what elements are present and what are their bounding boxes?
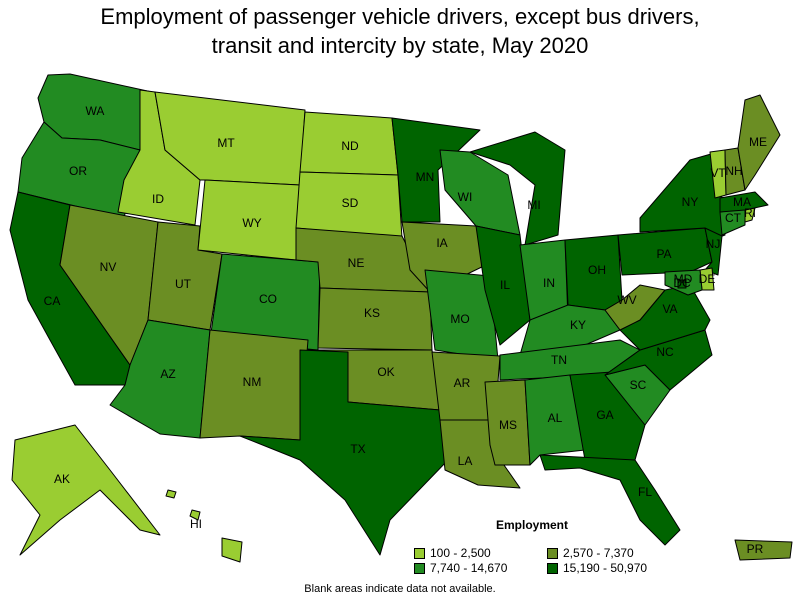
- state-label-id: ID: [152, 192, 164, 206]
- state-label-pa: PA: [656, 247, 671, 261]
- legend-item-4: 15,190 - 50,970: [547, 561, 647, 575]
- state-label-az: AZ: [160, 367, 175, 381]
- state-label-ma: MA: [733, 195, 751, 209]
- state-pr[interactable]: [734, 539, 793, 561]
- state-tx[interactable]: [239, 349, 449, 556]
- state-label-hi: HI: [190, 517, 202, 531]
- state-label-nc: NC: [656, 345, 674, 359]
- state-label-md: MD: [674, 272, 693, 286]
- state-hi[interactable]: [165, 489, 243, 563]
- state-label-wi: WI: [458, 190, 473, 204]
- state-label-ky: KY: [570, 318, 586, 332]
- state-label-il: IL: [500, 278, 510, 292]
- state-label-va: VA: [662, 302, 677, 316]
- state-label-nh: NH: [725, 164, 742, 178]
- state-ma[interactable]: [719, 191, 769, 213]
- legend-swatch-3: [414, 562, 425, 574]
- state-label-ut: UT: [175, 277, 192, 291]
- state-al[interactable]: [524, 374, 586, 466]
- state-label-wv: WV: [617, 293, 636, 307]
- state-label-ar: AR: [454, 376, 471, 390]
- state-label-ks: KS: [364, 306, 380, 320]
- state-label-tx: TX: [350, 442, 365, 456]
- state-label-oh: OH: [588, 263, 606, 277]
- state-label-ok: OK: [377, 365, 394, 379]
- state-label-dc: DC: [673, 276, 691, 290]
- state-label-ga: GA: [596, 408, 613, 422]
- legend-item-1: 100 - 2,500: [414, 546, 491, 560]
- state-label-al: AL: [548, 411, 563, 425]
- state-label-ny: NY: [682, 195, 699, 209]
- state-ms[interactable]: [484, 379, 531, 466]
- legend-label-2: 2,570 - 7,370: [563, 546, 634, 560]
- legend-item-2: 2,570 - 7,370: [547, 546, 634, 560]
- state-label-pr: PR: [747, 542, 764, 556]
- state-label-mi: MI: [527, 198, 540, 212]
- legend-label-3: 7,740 - 14,670: [430, 561, 508, 575]
- state-dc[interactable]: [677, 279, 687, 289]
- title-line-1: Employment of passenger vehicle drivers,…: [100, 4, 700, 29]
- legend-item-3: 7,740 - 14,670: [414, 561, 507, 575]
- state-label-fl: FL: [638, 485, 652, 499]
- state-ak[interactable]: [11, 424, 161, 556]
- state-mn[interactable]: [391, 117, 481, 223]
- state-fl[interactable]: [539, 454, 681, 546]
- legend-swatch-1: [414, 547, 425, 559]
- state-label-wa: WA: [86, 104, 105, 118]
- title-line-2: transit and intercity by state, May 2020: [211, 33, 589, 58]
- state-label-nd: ND: [341, 139, 359, 153]
- state-label-nv: NV: [100, 260, 117, 274]
- state-label-la: LA: [458, 454, 473, 468]
- state-me[interactable]: [737, 94, 781, 191]
- state-ga[interactable]: [569, 371, 646, 461]
- state-label-sd: SD: [342, 196, 359, 210]
- state-label-de: DE: [699, 272, 716, 286]
- legend-swatch-2: [547, 547, 558, 559]
- state-label-me: ME: [749, 135, 767, 149]
- state-label-ms: MS: [499, 418, 517, 432]
- state-label-wy: WY: [242, 216, 261, 230]
- legend-swatch-4: [547, 562, 558, 574]
- state-il[interactable]: [475, 225, 531, 346]
- legend-label-4: 15,190 - 50,970: [563, 561, 648, 575]
- state-label-ia: IA: [436, 236, 447, 250]
- state-label-mo: MO: [450, 312, 469, 326]
- state-label-mn: MN: [416, 170, 435, 184]
- map-title: Employment of passenger vehicle drivers,…: [0, 2, 800, 60]
- state-label-ct: CT: [725, 211, 742, 225]
- state-label-ak: AK: [54, 472, 70, 486]
- state-label-vt: VT: [710, 166, 726, 180]
- footnote: Blank areas indicate data not available.: [304, 583, 496, 595]
- state-wv[interactable]: [604, 284, 666, 331]
- state-label-nm: NM: [243, 375, 262, 389]
- state-mi[interactable]: [469, 131, 566, 246]
- state-label-mt: MT: [217, 136, 235, 150]
- state-label-sc: SC: [630, 378, 647, 392]
- legend-label-1: 100 - 2,500: [430, 546, 491, 560]
- state-label-tn: TN: [551, 353, 567, 367]
- state-label-ne: NE: [348, 256, 365, 270]
- state-label-in: IN: [543, 276, 555, 290]
- state-label-co: CO: [259, 292, 277, 306]
- state-label-nj: NJ: [706, 237, 721, 251]
- legend-title: Employment: [496, 518, 569, 532]
- state-label-ca: CA: [44, 294, 61, 308]
- state-label-or: OR: [69, 164, 87, 178]
- state-label-ri: RI: [744, 206, 756, 220]
